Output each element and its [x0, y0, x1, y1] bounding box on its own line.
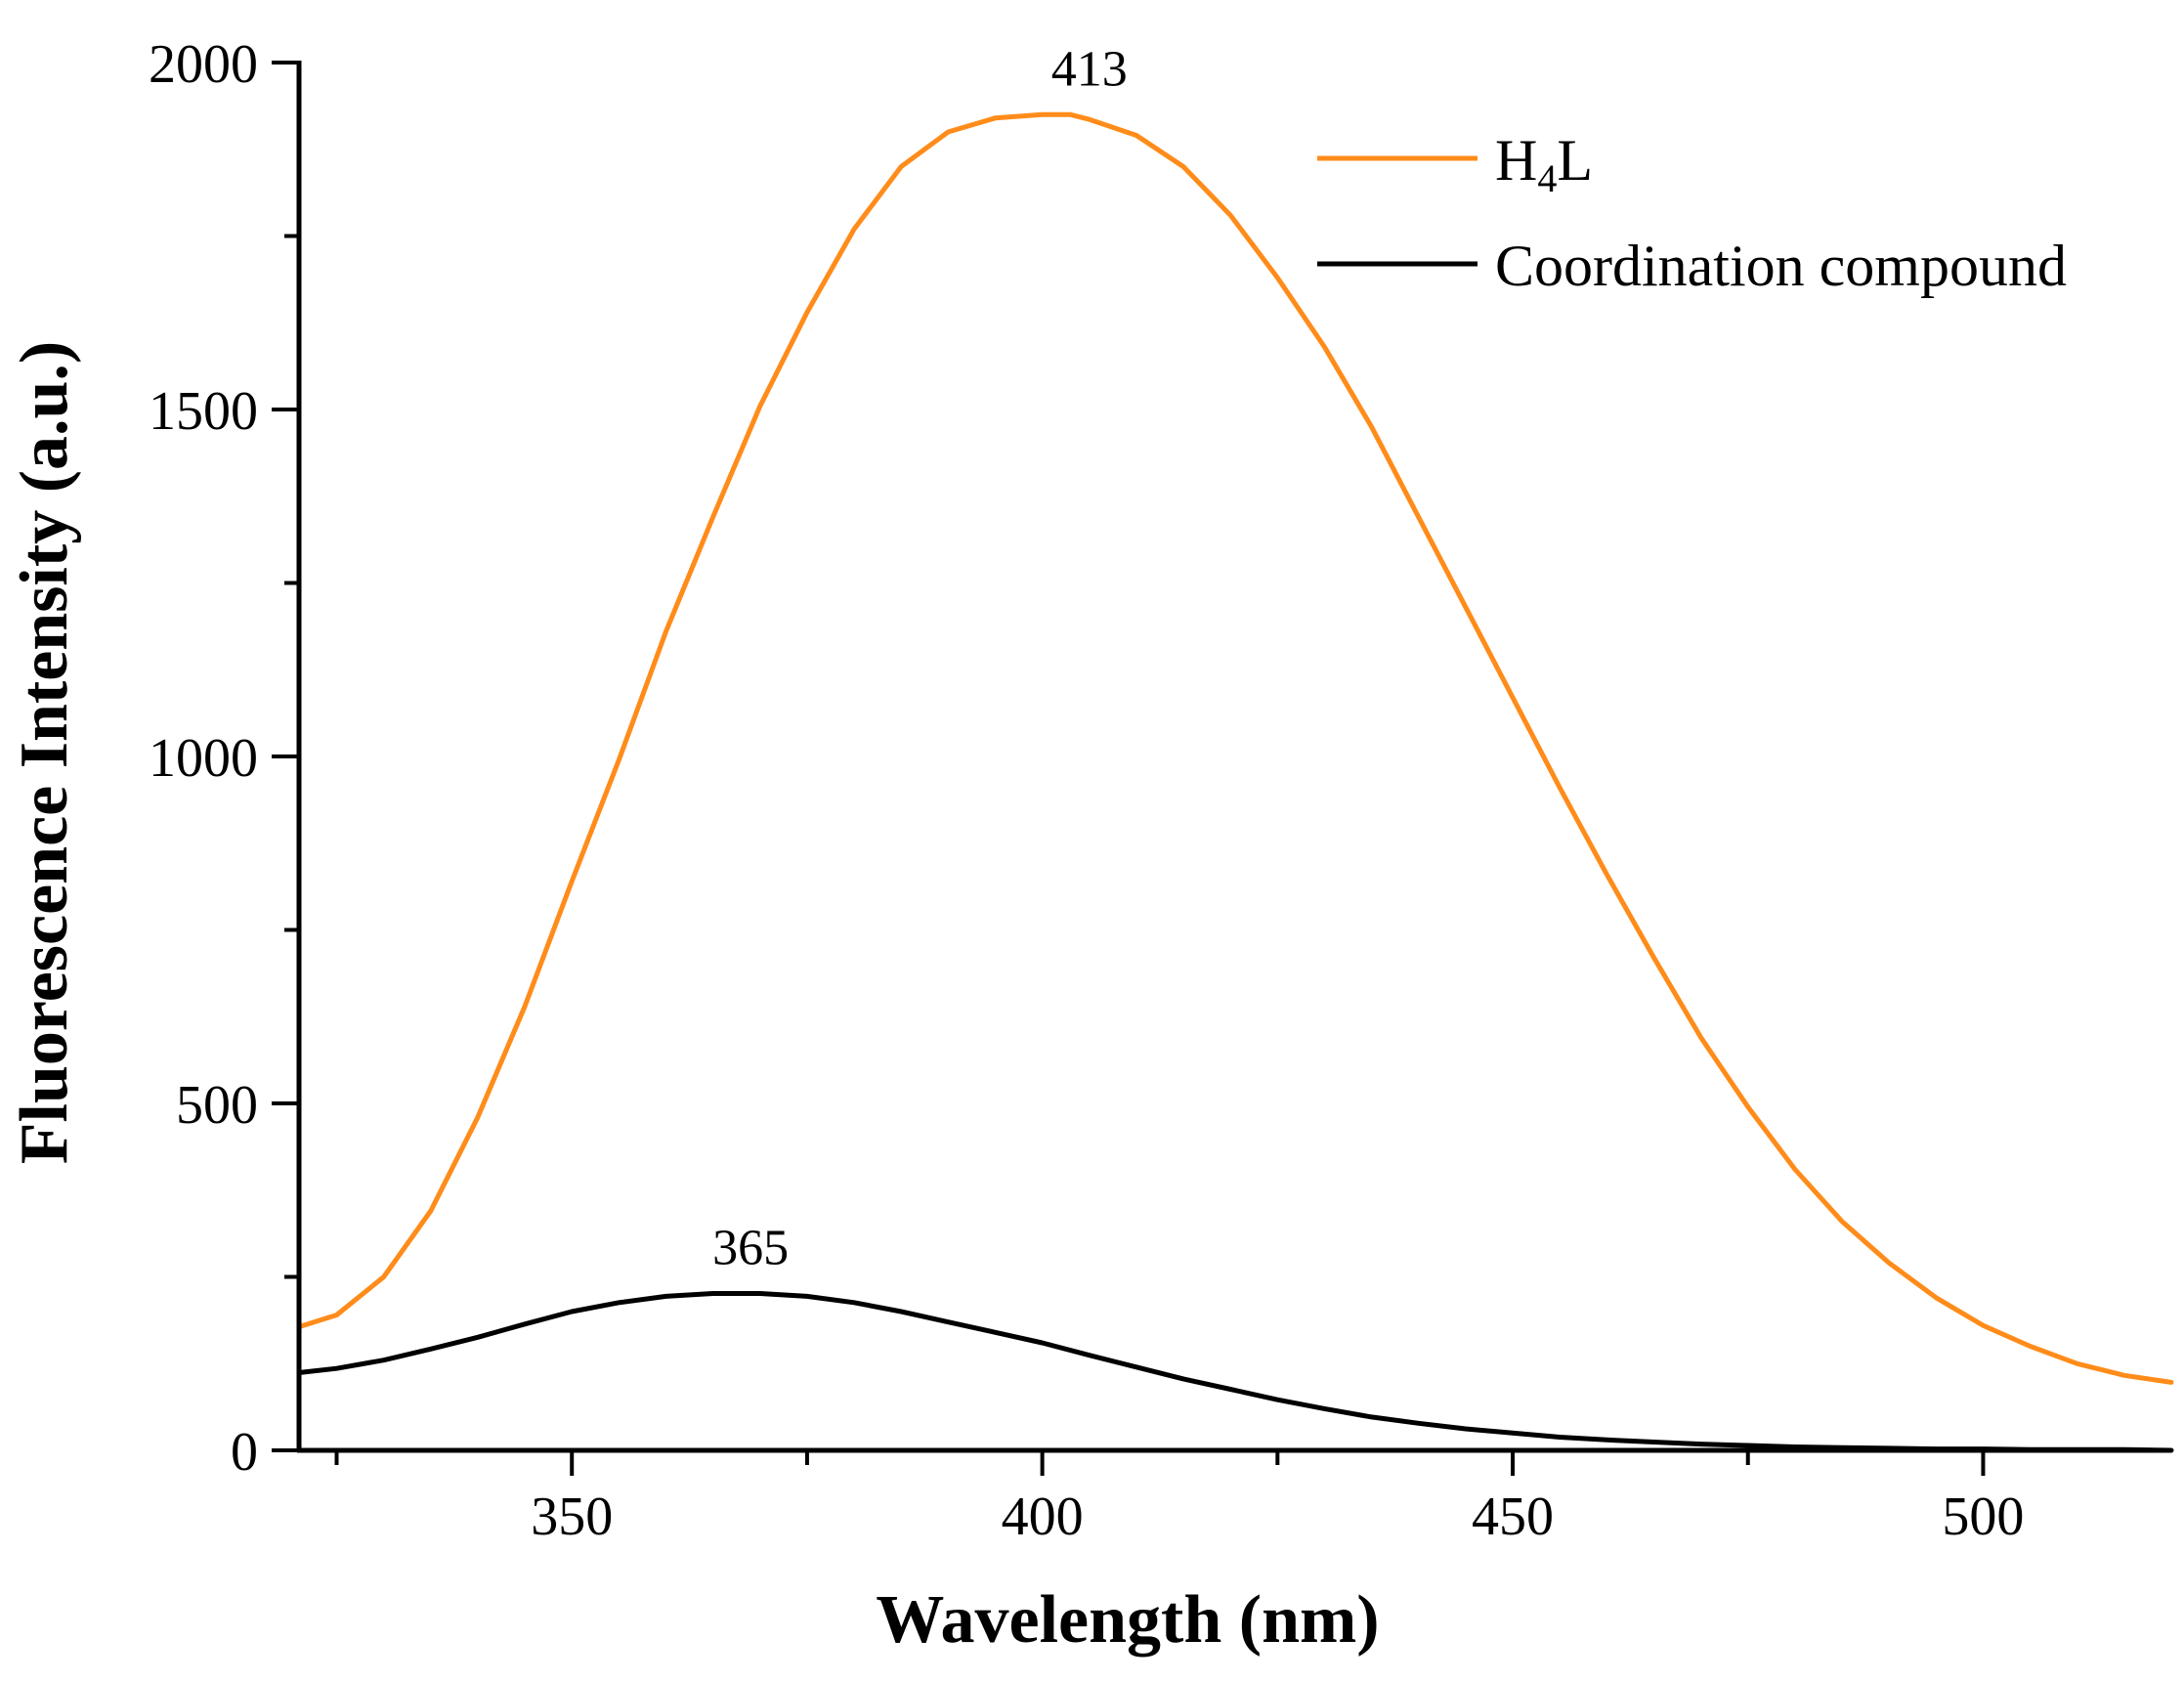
y-tick-label: 1000: [149, 728, 258, 789]
peak-label-413: 413: [1051, 41, 1128, 97]
legend-label-h4l-main: H: [1495, 128, 1537, 193]
y-tick-label: 2000: [149, 34, 258, 95]
legend-label-h4l-sub: 4: [1537, 156, 1557, 200]
y-tick-label: 500: [176, 1075, 258, 1136]
legend-label-h4l: H4L: [1495, 128, 1593, 200]
x-tick-label: 500: [1942, 1487, 2024, 1547]
peak-label-365: 365: [712, 1221, 789, 1276]
axes-layer: 350 400 450 500 0 500 1000 1500 2000: [149, 34, 2171, 1547]
annotation-layer: 413 365: [712, 41, 1128, 1275]
series-line-coordination-compound: [296, 1291, 2174, 1453]
x-tick-label: 450: [1472, 1487, 1554, 1547]
x-axis-title: Wavelength (nm): [876, 1582, 1379, 1658]
series-line-h4l: [296, 111, 2174, 1385]
legend-label-h4l-tail: L: [1557, 128, 1593, 193]
series-layer: [296, 111, 2174, 1453]
legend-label-coordination-compound: Coordination compound: [1495, 234, 2067, 298]
y-tick-label: 0: [231, 1422, 258, 1483]
legend: H4L Coordination compound: [1317, 128, 2067, 298]
y-tick-label: 1500: [149, 381, 258, 442]
x-tick-label: 400: [1002, 1487, 1084, 1547]
x-tick-label: 350: [531, 1487, 613, 1547]
y-axis-title: Fluorescence Intensity (a.u.): [7, 341, 82, 1165]
